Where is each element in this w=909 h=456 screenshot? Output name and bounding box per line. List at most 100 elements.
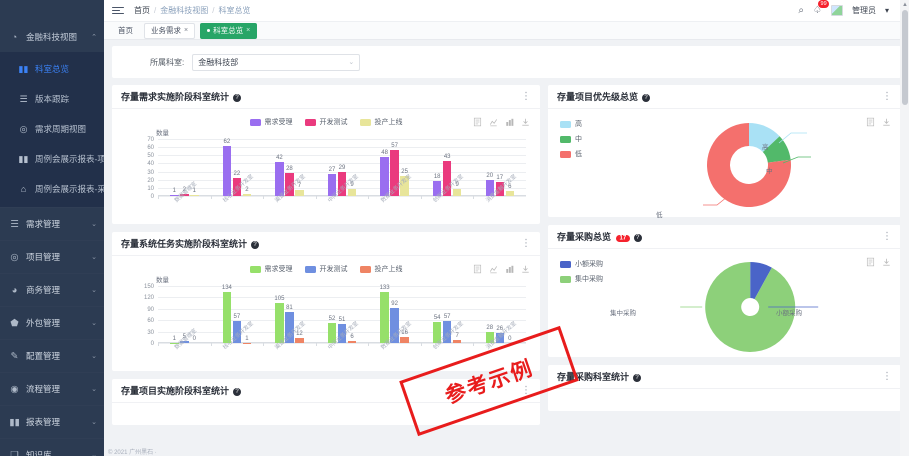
bar[interactable]: 57 (390, 143, 399, 196)
legend-item[interactable]: 需求受理 (249, 117, 293, 127)
pie-slice-low[interactable] (706, 123, 791, 207)
bar[interactable]: 6 (505, 184, 514, 196)
sidebar-item-config-mgmt[interactable]: ✎ 配置管理 ⌄ (0, 339, 104, 372)
card-menu-icon[interactable]: ⋮ (882, 370, 892, 382)
bar[interactable]: 1 (170, 188, 179, 196)
data-view-icon[interactable] (473, 264, 482, 274)
bar[interactable]: 51 (337, 317, 347, 343)
breadcrumb-item-home[interactable]: 首页 (134, 6, 150, 15)
legend-item[interactable]: 中 (560, 134, 582, 144)
breadcrumb-item-fintech-view[interactable]: 金融科技视图 (160, 6, 209, 15)
sidebar-item-version-tracking[interactable]: ☰ 版本跟踪 (0, 84, 104, 114)
line-bar-switch-icon[interactable] (489, 264, 498, 274)
bar[interactable]: 26 (495, 326, 504, 343)
bar[interactable]: 2 (242, 187, 252, 196)
legend-item[interactable]: 小额采购 (560, 259, 603, 269)
help-icon[interactable]: ? (633, 374, 642, 382)
pie-slice-small-purchase[interactable] (749, 262, 772, 300)
bar[interactable]: 16 (400, 330, 409, 343)
bar[interactable]: 42 (275, 155, 284, 196)
bar[interactable]: 134 (222, 285, 232, 343)
bell-icon[interactable]: ♤ 99 (813, 0, 830, 16)
bar[interactable]: 5 (180, 334, 189, 343)
sidebar-item-report-mgmt[interactable]: ▮▮ 报表管理 ⌄ (0, 405, 104, 438)
sidebar-item-dept-overview[interactable]: ▮▮ 科室总览 (0, 54, 104, 84)
bar[interactable]: 7 (452, 333, 462, 343)
tab-home[interactable]: 首页 (112, 24, 139, 38)
bar[interactable]: 6 (347, 334, 357, 343)
search-icon[interactable]: ⌕ (798, 5, 805, 16)
sidebar-item-demand-cycle[interactable]: ◎ 需求周期视图 (0, 114, 104, 144)
bar[interactable]: 27 (327, 167, 337, 196)
bar[interactable]: 29 (337, 165, 347, 196)
restore-icon[interactable] (505, 264, 514, 274)
help-icon[interactable]: ? (633, 234, 642, 242)
card-menu-icon[interactable]: ⋮ (521, 384, 531, 396)
bar[interactable]: 62 (222, 139, 232, 196)
avatar[interactable] (830, 5, 843, 16)
sidebar-item-weekly-report-project[interactable]: ▮▮ 周例会展示报表-项目 (0, 144, 104, 174)
line-bar-switch-icon[interactable] (489, 117, 498, 127)
card-menu-icon[interactable]: ⋮ (882, 230, 892, 242)
help-icon[interactable]: ? (251, 241, 260, 249)
scrollbar-thumb[interactable] (901, 10, 908, 105)
save-image-icon[interactable] (882, 257, 891, 267)
legend-item[interactable]: 投产上线 (359, 117, 403, 127)
pie-slice-medium[interactable] (762, 136, 791, 163)
bar[interactable]: 7 (295, 183, 304, 196)
legend-item[interactable]: 高 (560, 119, 582, 129)
hamburger-icon[interactable] (112, 6, 124, 15)
bar[interactable]: 9 (347, 182, 357, 196)
sidebar-item-outsourcing-mgmt[interactable]: ⬟ 外包管理 ⌄ (0, 306, 104, 339)
help-icon[interactable]: ? (642, 94, 651, 102)
bar[interactable]: 54 (432, 315, 442, 343)
bar[interactable]: 81 (285, 305, 294, 343)
bar[interactable]: 133 (380, 285, 390, 343)
restore-icon[interactable] (505, 117, 514, 127)
scroll-up-icon[interactable]: ▲ (902, 2, 908, 8)
bar[interactable]: 28 (285, 166, 294, 196)
breadcrumb-item-dept-overview[interactable]: 科室总览 (218, 6, 251, 15)
bar[interactable]: 1 (190, 188, 199, 196)
sidebar-item-project-mgmt[interactable]: ◎ 项目管理 ⌄ (0, 240, 104, 273)
help-icon[interactable]: ? (233, 94, 242, 102)
bar[interactable]: 25 (400, 169, 409, 196)
bar[interactable]: 57 (232, 314, 242, 343)
page-scrollbar[interactable]: ▲ (900, 0, 909, 456)
save-image-icon[interactable] (521, 117, 530, 127)
card-menu-icon[interactable]: ⋮ (521, 237, 531, 249)
sidebar-group-fintech[interactable]: ◔ 金融科技视图 ⌃ (0, 22, 104, 52)
save-image-icon[interactable] (521, 264, 530, 274)
sidebar-item-demand-mgmt[interactable]: ☰ 需求管理 ⌄ (0, 207, 104, 240)
data-view-icon[interactable] (866, 117, 875, 127)
legend-item[interactable]: 开发测试 (304, 264, 348, 274)
bar[interactable]: 22 (232, 171, 242, 196)
bar[interactable]: 20 (485, 173, 494, 196)
legend-item[interactable]: 需求受理 (249, 264, 293, 274)
pie-slice-high[interactable] (748, 123, 780, 152)
legend-item[interactable]: 开发测试 (304, 117, 348, 127)
legend-item[interactable]: 集中采购 (560, 274, 603, 284)
close-icon[interactable]: × (246, 27, 251, 34)
bar[interactable]: 12 (295, 331, 304, 343)
user-name[interactable]: 管理员 (851, 6, 876, 15)
close-icon[interactable]: × (184, 27, 189, 34)
bar[interactable]: 105 (274, 296, 284, 343)
bar[interactable]: 28 (485, 325, 494, 343)
data-view-icon[interactable] (473, 117, 482, 127)
bar[interactable]: 17 (495, 175, 504, 196)
bar[interactable]: 9 (452, 182, 462, 196)
legend-item[interactable]: 低 (560, 149, 582, 159)
card-menu-icon[interactable]: ⋮ (521, 90, 531, 102)
sidebar-item-business-mgmt[interactable]: ◕ 商务管理 ⌄ (0, 273, 104, 306)
bar[interactable]: 57 (442, 314, 452, 343)
bar[interactable]: 92 (390, 301, 399, 343)
bar[interactable]: 2 (180, 187, 189, 196)
bar[interactable]: 52 (327, 316, 337, 343)
bar[interactable]: 43 (442, 154, 452, 196)
tab-business-demand[interactable]: 业务需求 × (144, 22, 196, 39)
sidebar-item-weekly-report-purchase[interactable]: ⌂ 周例会展示报表-采购 (0, 174, 104, 204)
sidebar-item-process-mgmt[interactable]: ◉ 流程管理 ⌄ (0, 372, 104, 405)
pie-slice-centralized-purchase[interactable] (704, 262, 795, 352)
bar[interactable]: 48 (380, 150, 389, 196)
